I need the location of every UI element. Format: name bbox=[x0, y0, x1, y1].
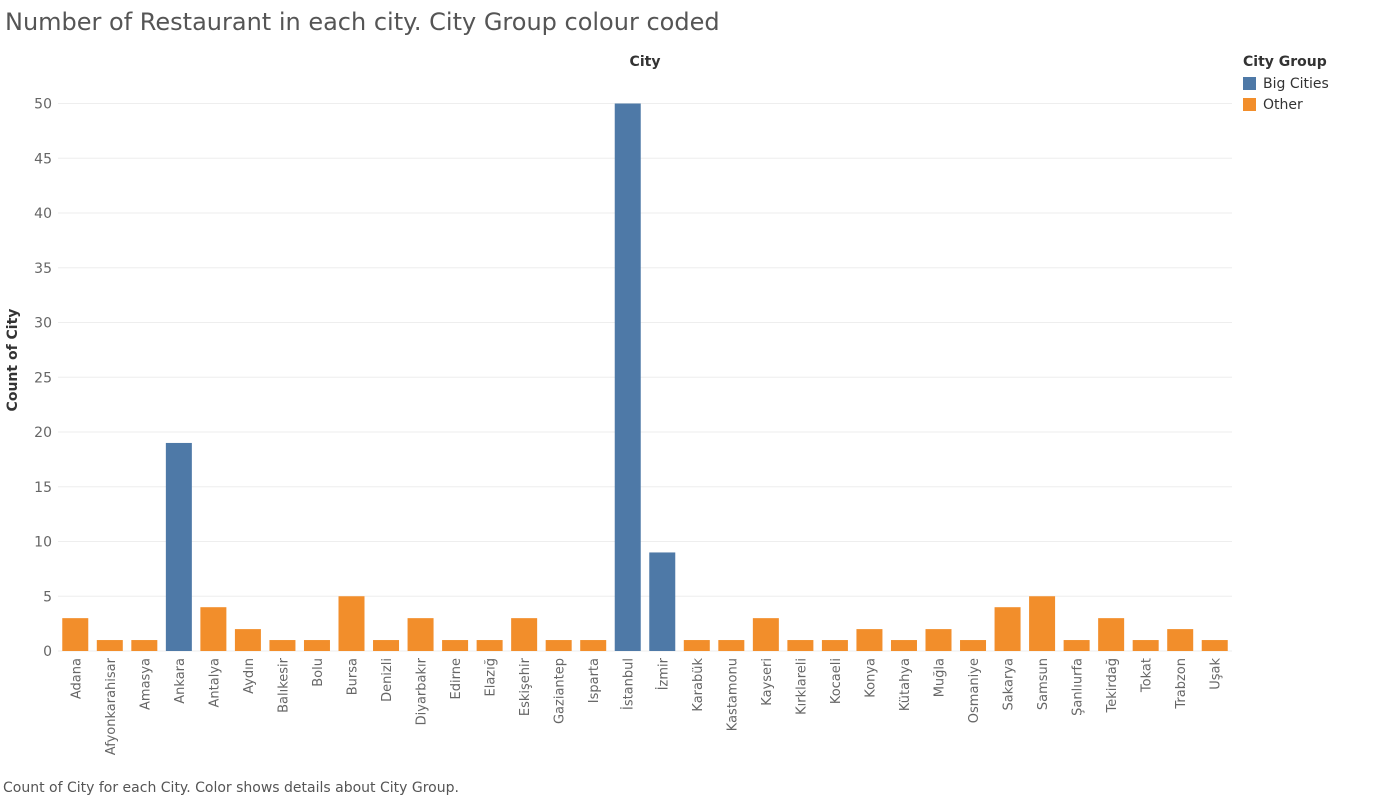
bar[interactable] bbox=[649, 552, 676, 651]
bar[interactable] bbox=[614, 103, 641, 652]
y-tick-label: 5 bbox=[43, 589, 52, 605]
bar[interactable] bbox=[994, 607, 1021, 651]
bar[interactable] bbox=[1167, 629, 1194, 651]
bar[interactable] bbox=[1201, 640, 1228, 651]
x-tick-label: Adana bbox=[69, 658, 84, 699]
x-tick-label: Antalya bbox=[207, 658, 222, 707]
bar[interactable] bbox=[303, 640, 330, 651]
bar[interactable] bbox=[511, 618, 538, 651]
x-tick-label: Sakarya bbox=[1002, 658, 1017, 711]
chart-title: Number of Restaurant in each city. City … bbox=[5, 8, 720, 36]
bar[interactable] bbox=[442, 640, 469, 651]
bar[interactable] bbox=[234, 629, 261, 651]
y-tick-label: 30 bbox=[34, 316, 52, 332]
bar[interactable] bbox=[545, 640, 572, 651]
x-tick-label: Kastamonu bbox=[725, 658, 740, 731]
bar[interactable] bbox=[718, 640, 745, 651]
y-tick-label: 50 bbox=[34, 97, 52, 113]
bar[interactable] bbox=[96, 640, 123, 651]
legend-swatch-other bbox=[1243, 98, 1256, 111]
x-tick-label: Karabük bbox=[691, 658, 706, 712]
x-tick-label: Isparta bbox=[587, 658, 602, 703]
legend-swatch-big-cities bbox=[1243, 77, 1256, 90]
x-tick-label: Edirne bbox=[449, 658, 464, 699]
bar[interactable] bbox=[165, 442, 192, 651]
bar[interactable] bbox=[821, 640, 848, 651]
x-tick-label: Bursa bbox=[346, 658, 361, 695]
bar[interactable] bbox=[338, 596, 365, 651]
chart-caption: Count of City for each City. Color shows… bbox=[3, 780, 459, 796]
y-tick-label: 0 bbox=[43, 644, 52, 660]
x-tick-label: Osmaniye bbox=[967, 658, 982, 723]
x-tick-label: Kırklareli bbox=[794, 658, 809, 715]
y-tick-label: 20 bbox=[34, 425, 52, 441]
bar[interactable] bbox=[407, 618, 434, 651]
legend: City Group Big Cities Other bbox=[1243, 54, 1329, 115]
legend-title: City Group bbox=[1243, 54, 1327, 70]
x-tick-label: Balıkesir bbox=[276, 657, 291, 713]
x-tick-label: Ankara bbox=[173, 658, 188, 704]
x-tick-label: Diyarbakır bbox=[415, 657, 430, 725]
x-tick-label: Uşak bbox=[1209, 658, 1224, 690]
legend-item-big-cities[interactable]: Big Cities bbox=[1243, 73, 1329, 94]
bar[interactable] bbox=[580, 640, 607, 651]
x-tick-label: Afyonkarahisar bbox=[104, 657, 119, 755]
y-tick-label: 40 bbox=[34, 206, 52, 222]
x-tick-label: Bolu bbox=[311, 658, 326, 687]
bar[interactable] bbox=[890, 640, 917, 651]
x-tick-label: Gaziantep bbox=[553, 658, 568, 724]
x-tick-label: Muğla bbox=[933, 658, 948, 697]
x-tick-label: Tekirdağ bbox=[1105, 658, 1120, 713]
x-tick-label: Şanlıurfa bbox=[1071, 658, 1086, 716]
x-tick-label: Amasya bbox=[138, 658, 153, 710]
bar[interactable] bbox=[752, 618, 779, 651]
bar[interactable] bbox=[269, 640, 296, 651]
bar[interactable] bbox=[200, 607, 227, 651]
x-axis-title: City bbox=[630, 54, 661, 70]
bar[interactable] bbox=[960, 640, 987, 651]
legend-label-big-cities: Big Cities bbox=[1263, 75, 1329, 92]
legend-item-other[interactable]: Other bbox=[1243, 94, 1329, 115]
x-tick-label: Tokat bbox=[1140, 658, 1155, 693]
bar[interactable] bbox=[787, 640, 814, 651]
x-tick-label: Kayseri bbox=[760, 658, 775, 706]
x-tick-label: Kocaeli bbox=[829, 658, 844, 704]
x-tick-label: Eskişehir bbox=[518, 657, 533, 716]
bar[interactable] bbox=[373, 640, 400, 651]
x-tick-label: Aydın bbox=[242, 658, 257, 694]
y-axis-title: Count of City bbox=[5, 309, 21, 412]
y-tick-label: 10 bbox=[34, 535, 52, 551]
x-tick-label: Denizli bbox=[380, 658, 395, 702]
y-tick-label: 25 bbox=[34, 370, 52, 386]
x-tick-label: Elazığ bbox=[484, 658, 499, 696]
x-tick-label: Konya bbox=[863, 658, 878, 698]
x-tick-label: İzmir bbox=[655, 657, 671, 690]
legend-label-other: Other bbox=[1263, 96, 1303, 113]
bar[interactable] bbox=[1063, 640, 1090, 651]
bar[interactable] bbox=[1132, 640, 1159, 651]
bar[interactable] bbox=[476, 640, 503, 651]
x-tick-label: Samsun bbox=[1036, 658, 1051, 710]
x-tick-label: İstanbul bbox=[621, 658, 637, 710]
y-tick-label: 15 bbox=[34, 480, 52, 496]
x-tick-label: Kütahya bbox=[898, 658, 913, 711]
bar[interactable] bbox=[856, 629, 883, 651]
bar[interactable] bbox=[131, 640, 158, 651]
bar[interactable] bbox=[683, 640, 710, 651]
bar[interactable] bbox=[925, 629, 952, 651]
bar[interactable] bbox=[62, 618, 89, 651]
y-tick-label: 45 bbox=[34, 151, 52, 167]
bar[interactable] bbox=[1029, 596, 1056, 651]
x-tick-label: Trabzon bbox=[1174, 658, 1189, 710]
bar[interactable] bbox=[1098, 618, 1125, 651]
y-tick-label: 35 bbox=[34, 261, 52, 277]
